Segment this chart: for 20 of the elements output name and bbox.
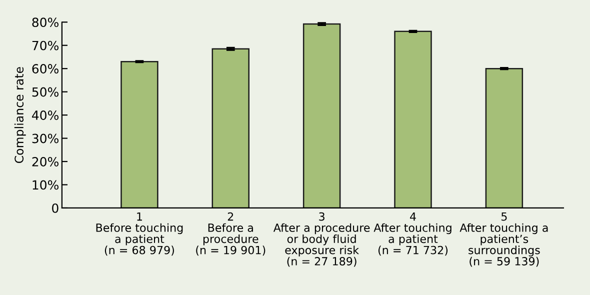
- x-tick-label: 2 Before a procedure (n = 19 901): [196, 212, 266, 256]
- bar: [212, 48, 250, 208]
- y-tick-label: 60%: [32, 64, 58, 74]
- bar: [302, 23, 341, 208]
- y-tick-label: 10%: [32, 180, 58, 190]
- y-tick-label: 20%: [32, 156, 58, 166]
- bar: [120, 60, 158, 208]
- x-tick-label: 4 After touching a patient (n = 71 732): [374, 212, 452, 256]
- y-tick-label: 30%: [32, 134, 58, 144]
- y-tick-label: 0: [52, 203, 58, 213]
- y-tick-label: 70%: [32, 40, 58, 50]
- y-tick-label: 80%: [32, 18, 58, 28]
- x-tick-label: 1 Before touching a patient (n = 68 979): [96, 212, 183, 256]
- bar: [394, 30, 432, 208]
- y-axis-title: Compliance rate: [14, 67, 26, 163]
- x-tick-label: 5 After touching a patient’s surroundings (n = 59 139): [460, 212, 548, 267]
- y-tick-label: 50%: [32, 87, 58, 97]
- x-tick-label: 3 After a procedure or body fluid exposure risk (n = 27 189): [273, 212, 370, 267]
- y-tick-label: 40%: [32, 110, 58, 120]
- bar: [485, 68, 524, 208]
